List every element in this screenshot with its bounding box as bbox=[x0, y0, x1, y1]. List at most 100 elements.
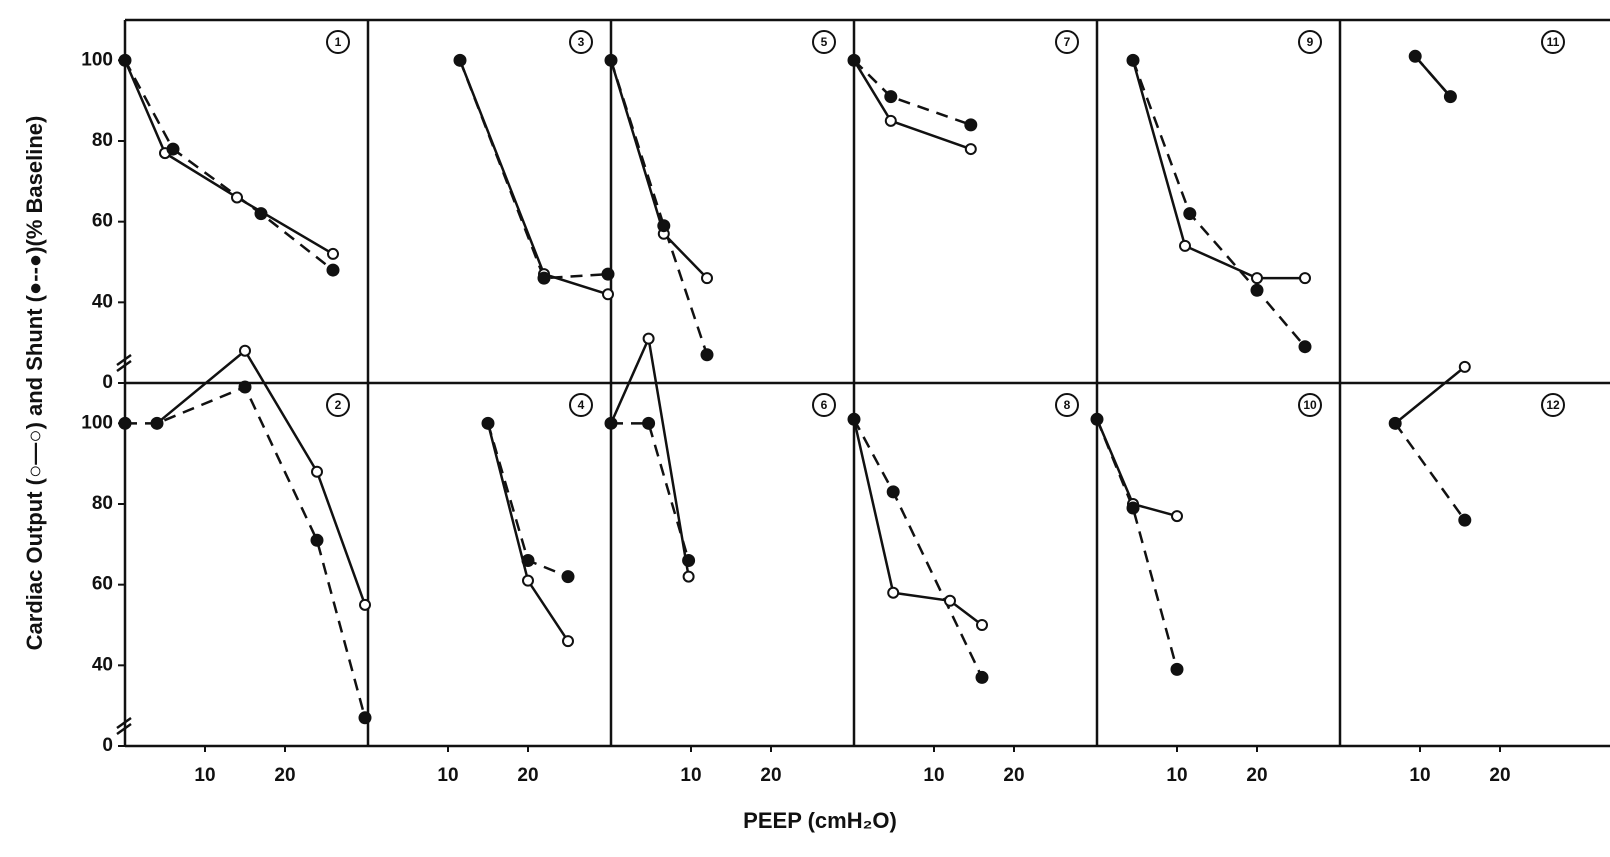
x-tick-label: 10 bbox=[1166, 765, 1187, 786]
data-point bbox=[1250, 283, 1264, 297]
series-line bbox=[609, 334, 690, 577]
series-line bbox=[853, 59, 972, 127]
panel-badge bbox=[569, 393, 593, 417]
data-point bbox=[701, 272, 713, 285]
data-point bbox=[944, 594, 956, 607]
panel-badge bbox=[812, 30, 836, 54]
panel-badge bbox=[1055, 30, 1079, 54]
series-line bbox=[1131, 59, 1305, 280]
y-tick-label: 0 bbox=[102, 372, 113, 393]
data-point bbox=[562, 635, 574, 648]
series-line bbox=[1131, 59, 1306, 348]
panel-label: 6 bbox=[821, 398, 828, 412]
data-point bbox=[358, 711, 372, 725]
data-point bbox=[886, 485, 900, 499]
data-point bbox=[1408, 49, 1422, 63]
data-point bbox=[1090, 412, 1104, 426]
panel-label: 2 bbox=[335, 398, 342, 412]
panel-label: 5 bbox=[821, 35, 828, 49]
series-line bbox=[609, 59, 708, 280]
data-point bbox=[642, 416, 656, 430]
x-tick-label: 20 bbox=[1003, 765, 1024, 786]
panel-badge bbox=[1298, 30, 1322, 54]
data-point bbox=[1170, 662, 1184, 676]
panel-badge bbox=[569, 30, 593, 54]
data-point bbox=[884, 90, 898, 104]
y-tick-label: 80 bbox=[92, 130, 113, 151]
data-point bbox=[481, 416, 495, 430]
data-point bbox=[1171, 510, 1183, 523]
x-axis-title: PEEP (cmH₂O) bbox=[743, 808, 897, 833]
series-line bbox=[123, 59, 334, 256]
axis-break bbox=[116, 722, 132, 736]
y-axis-title: Cardiac Output (○—○) and Shunt (●--●)(% … bbox=[22, 116, 47, 651]
panel-badge bbox=[326, 393, 350, 417]
x-tick-label: 20 bbox=[517, 765, 538, 786]
x-tick-label: 20 bbox=[1246, 765, 1267, 786]
data-point bbox=[453, 53, 467, 67]
y-tick-label: 60 bbox=[92, 211, 113, 232]
data-point bbox=[1388, 416, 1402, 430]
data-point bbox=[884, 114, 897, 127]
panel-label: 11 bbox=[1547, 35, 1560, 49]
panel-badge bbox=[1541, 393, 1565, 417]
data-point bbox=[1298, 340, 1312, 354]
panel-label: 10 bbox=[1303, 398, 1317, 412]
data-point bbox=[1458, 360, 1471, 373]
data-point bbox=[1126, 53, 1140, 67]
panel-label: 9 bbox=[1307, 35, 1314, 49]
panel-label: 8 bbox=[1064, 398, 1071, 412]
series-line bbox=[852, 418, 984, 678]
data-point bbox=[682, 553, 696, 567]
data-point bbox=[1126, 501, 1140, 515]
data-point bbox=[682, 570, 695, 583]
data-point bbox=[964, 143, 977, 156]
data-point bbox=[521, 553, 535, 567]
series-line bbox=[1394, 422, 1466, 521]
data-point bbox=[166, 142, 180, 156]
x-tick-label: 10 bbox=[437, 765, 458, 786]
data-point bbox=[1458, 513, 1472, 527]
series-line bbox=[156, 348, 367, 606]
data-point bbox=[976, 619, 988, 631]
y-tick-label: 40 bbox=[92, 291, 113, 312]
data-point bbox=[1179, 239, 1191, 252]
data-point bbox=[310, 533, 324, 547]
data-point bbox=[657, 219, 671, 233]
data-point bbox=[537, 271, 551, 285]
data-point bbox=[239, 344, 251, 357]
x-tick-label: 20 bbox=[760, 765, 781, 786]
data-point bbox=[604, 53, 618, 67]
panel-label: 4 bbox=[578, 398, 585, 412]
series-line bbox=[1414, 55, 1452, 98]
data-point bbox=[847, 53, 861, 67]
y-tick-label: 60 bbox=[92, 574, 113, 595]
data-point bbox=[561, 570, 575, 584]
axis-break bbox=[116, 353, 132, 367]
series-line bbox=[123, 59, 334, 272]
x-tick-label: 20 bbox=[274, 765, 295, 786]
y-tick-label: 100 bbox=[81, 412, 113, 433]
series-line bbox=[486, 423, 570, 642]
series-line bbox=[852, 419, 983, 626]
y-tick-label: 0 bbox=[102, 735, 113, 756]
series-line bbox=[609, 59, 709, 356]
y-tick-label: 80 bbox=[92, 493, 113, 514]
data-point bbox=[522, 574, 534, 587]
data-point bbox=[642, 332, 655, 345]
data-point bbox=[700, 348, 714, 362]
data-point bbox=[1251, 272, 1263, 285]
data-point bbox=[359, 598, 371, 611]
series-line bbox=[486, 422, 569, 578]
data-point bbox=[847, 412, 861, 426]
panel-badge bbox=[812, 393, 836, 417]
data-point bbox=[964, 118, 978, 132]
y-tick-label: 40 bbox=[92, 654, 113, 675]
data-point bbox=[118, 416, 132, 430]
series-line bbox=[852, 59, 972, 151]
data-point bbox=[238, 380, 252, 394]
x-tick-label: 10 bbox=[1409, 765, 1430, 786]
panel-badge bbox=[1541, 30, 1565, 54]
data-point bbox=[327, 247, 339, 260]
